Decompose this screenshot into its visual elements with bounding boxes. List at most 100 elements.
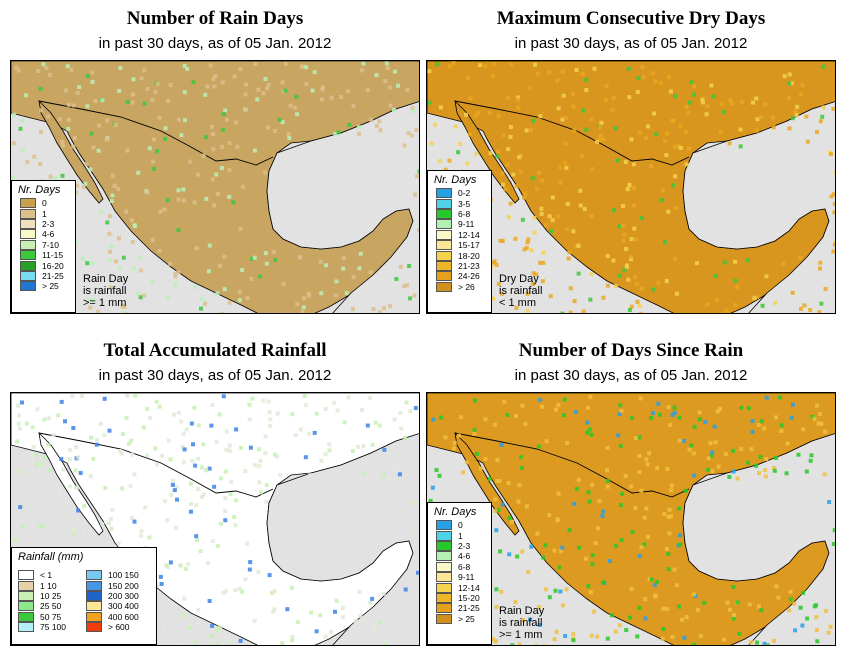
- legend-item: 9-11: [436, 219, 491, 230]
- map-texture-cell: [629, 254, 634, 259]
- map-texture-cell: [541, 250, 546, 255]
- legend-swatch: [436, 198, 452, 209]
- map-texture-cell: [292, 105, 297, 110]
- map-texture-cell: [819, 301, 824, 306]
- map-texture-cell: [96, 148, 101, 153]
- map-texture-cell: [514, 413, 518, 418]
- map-texture-cell: [574, 409, 578, 414]
- map-texture-cell: [459, 415, 464, 420]
- map-texture-cell: [350, 449, 355, 453]
- map-texture-cell: [755, 640, 759, 645]
- legend-label: 7-10: [42, 239, 60, 250]
- map-texture-cell: [765, 643, 770, 645]
- map-texture-cell: [788, 597, 793, 602]
- map-texture-cell: [374, 123, 379, 128]
- map-texture-cell: [377, 423, 382, 428]
- map-texture-cell: [689, 80, 694, 85]
- gulf-of-mexico: [266, 101, 419, 313]
- legend-swatch: [18, 580, 34, 591]
- map-texture-cell: [51, 432, 56, 437]
- map-texture-cell: [125, 148, 130, 153]
- map-texture-cell: [182, 613, 187, 618]
- map-texture-cell: [674, 583, 679, 588]
- map-texture-cell: [756, 422, 761, 427]
- map-texture-cell: [552, 548, 557, 553]
- map-texture-cell: [176, 410, 181, 415]
- map-texture-cell: [168, 560, 173, 565]
- map-texture-cell: [139, 268, 144, 273]
- map-texture-cell: [521, 618, 525, 623]
- map-texture-cell: [535, 71, 540, 76]
- map-texture-cell: [288, 103, 293, 108]
- map-texture-cell: [733, 278, 738, 283]
- map-texture-cell: [643, 616, 648, 621]
- map-texture-cell: [181, 642, 186, 645]
- map-texture-cell: [382, 306, 386, 311]
- map-texture-cell: [659, 198, 664, 203]
- map-texture-cell: [558, 165, 563, 170]
- map-texture-cell: [417, 169, 419, 174]
- map-texture-cell: [257, 480, 262, 485]
- map-texture-cell: [381, 591, 386, 596]
- map-texture-cell: [787, 608, 792, 613]
- map-texture-cell: [351, 275, 356, 280]
- map-texture-cell: [58, 489, 63, 494]
- panel-title: Number of Days Since Rain: [518, 340, 744, 361]
- panel-rain-days: Number of Rain Days in past 30 days, as …: [10, 0, 420, 320]
- panel-days-since-rain: Number of Days Since Rain in past 30 day…: [426, 332, 836, 652]
- map-texture-cell: [595, 139, 600, 144]
- map-texture-cell: [475, 451, 479, 456]
- map-texture-cell: [89, 435, 94, 440]
- legend-item: 15-17: [436, 240, 491, 251]
- map-texture-cell: [634, 281, 639, 286]
- legend-label: 6-8: [458, 208, 471, 219]
- map-texture-cell: [801, 427, 806, 432]
- map-texture-cell: [228, 492, 233, 497]
- legend-label: 4-6: [458, 551, 471, 562]
- map-texture-cell: [219, 476, 223, 481]
- map-texture-cell: [683, 488, 688, 493]
- map-texture-cell: [248, 445, 253, 450]
- map-texture-cell: [624, 247, 629, 251]
- map-texture-cell: [59, 399, 64, 404]
- map-texture-cell: [754, 96, 759, 101]
- map-texture-cell: [577, 545, 581, 550]
- map-texture-cell: [218, 263, 223, 268]
- map-texture-cell: [408, 296, 412, 301]
- map-texture-cell: [727, 607, 732, 612]
- map-texture-cell: [81, 185, 86, 190]
- legend-swatch: [436, 271, 452, 282]
- map-texture-cell: [745, 258, 750, 263]
- map-texture-cell: [340, 606, 345, 610]
- map-texture-cell: [650, 71, 655, 76]
- map-texture-cell: [654, 132, 659, 136]
- map-texture-cell: [301, 305, 306, 310]
- legend-swatch: [20, 198, 36, 209]
- map-texture-cell: [132, 472, 137, 477]
- map-texture-cell: [603, 97, 608, 102]
- map-texture-cell: [581, 309, 586, 313]
- map-texture-cell: [500, 239, 505, 243]
- map-texture-cell: [188, 502, 193, 506]
- map-texture-cell: [834, 170, 835, 175]
- map-texture-cell: [540, 404, 544, 409]
- map-texture-cell: [152, 137, 157, 142]
- map-texture-cell: [531, 119, 535, 123]
- map-texture-cell: [667, 507, 672, 512]
- legend-item: 4-6: [436, 551, 491, 562]
- map-texture-cell: [581, 108, 585, 113]
- map-texture-cell: [764, 457, 769, 461]
- map-texture-cell: [520, 217, 525, 222]
- map-texture-cell: [803, 313, 807, 314]
- map-texture-cell: [125, 393, 130, 398]
- map-texture-cell: [391, 624, 396, 629]
- map-texture-cell: [589, 633, 594, 638]
- panel-subtitle: in past 30 days, as of 05 Jan. 2012: [514, 35, 748, 52]
- map-texture-cell: [770, 115, 775, 120]
- map-texture-cell: [359, 68, 364, 73]
- map-texture-cell: [165, 198, 170, 203]
- map-texture-cell: [717, 314, 721, 315]
- map-texture-cell: [586, 584, 591, 588]
- map-texture-cell: [526, 570, 531, 575]
